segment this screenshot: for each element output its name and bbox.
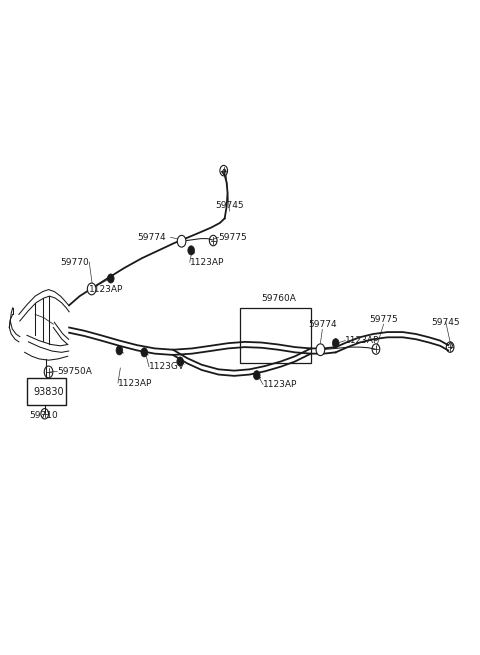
Text: 59750A: 59750A — [57, 367, 92, 376]
Text: 1123AP: 1123AP — [263, 380, 297, 389]
Text: 59745: 59745 — [432, 318, 460, 327]
Text: 59710: 59710 — [29, 411, 58, 421]
Text: 93830: 93830 — [33, 386, 64, 396]
Circle shape — [332, 339, 339, 348]
Text: 1123AP: 1123AP — [118, 379, 152, 388]
Text: 1123AP: 1123AP — [345, 336, 380, 345]
Text: 59774: 59774 — [137, 233, 166, 242]
Text: 59760A: 59760A — [261, 293, 296, 303]
Circle shape — [116, 346, 123, 355]
Circle shape — [108, 274, 114, 283]
Text: 59775: 59775 — [369, 315, 398, 324]
Bar — [240, 308, 311, 364]
Circle shape — [253, 371, 260, 380]
Text: 59770: 59770 — [60, 257, 89, 267]
Text: 1123AP: 1123AP — [190, 257, 224, 267]
Text: 59745: 59745 — [215, 201, 244, 210]
Circle shape — [316, 344, 324, 356]
Circle shape — [177, 235, 186, 247]
Text: 59774: 59774 — [308, 320, 336, 329]
Text: 1123AP: 1123AP — [89, 285, 124, 294]
Circle shape — [141, 348, 148, 357]
Bar — [27, 379, 66, 405]
Circle shape — [177, 357, 183, 366]
Circle shape — [87, 283, 96, 295]
Circle shape — [188, 246, 194, 255]
Text: 1123GV: 1123GV — [149, 362, 185, 371]
Text: 59775: 59775 — [218, 233, 247, 242]
